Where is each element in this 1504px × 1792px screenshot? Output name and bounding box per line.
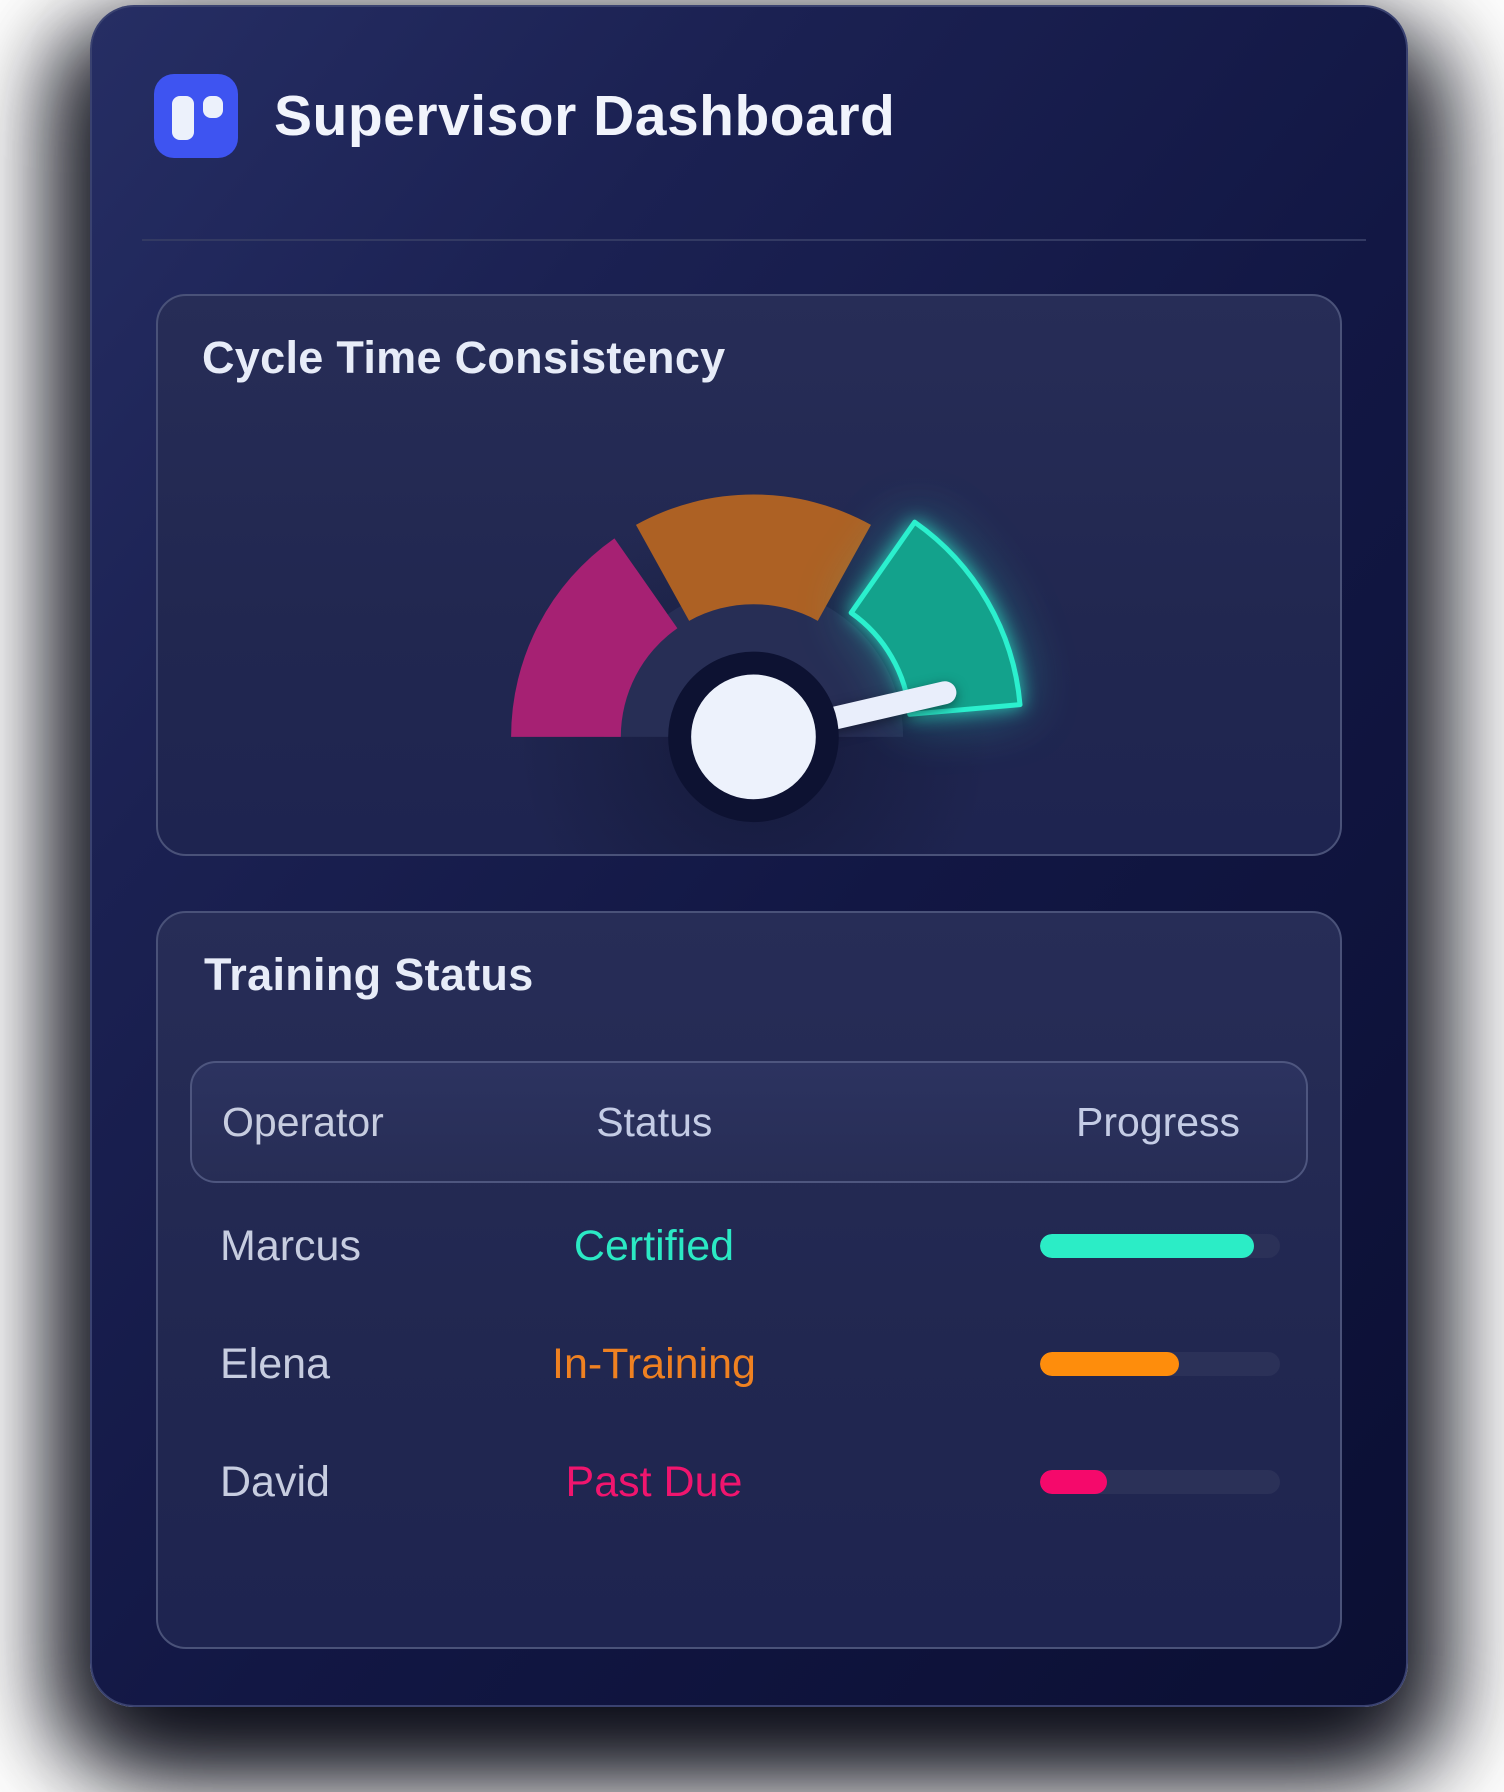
kanban-card-icon <box>202 95 223 118</box>
training-status-card-title: Training Status <box>204 949 534 1000</box>
header-divider <box>142 239 1366 241</box>
table-row[interactable]: Elena In-Training <box>190 1305 1308 1423</box>
operator-label: Elena <box>220 1339 330 1388</box>
status-label: Past Due <box>565 1457 743 1506</box>
column-header-operator: Operator <box>222 1098 384 1145</box>
gauge-segment-zone-low <box>511 538 678 737</box>
progress-track <box>1040 1470 1280 1494</box>
column-header-status: Status <box>596 1098 713 1145</box>
progress-track <box>1040 1352 1280 1376</box>
status-label: In-Training <box>552 1339 756 1388</box>
progress-bar-fill <box>1040 1352 1180 1376</box>
progress-bar-fill <box>1040 1470 1108 1494</box>
progress-track <box>1040 1234 1280 1258</box>
table-body: Marcus Certified Elena In-Training David… <box>190 1187 1308 1541</box>
operator-label: David <box>220 1457 330 1506</box>
gauge-hub <box>668 651 839 823</box>
table-row[interactable]: Marcus Certified <box>190 1187 1308 1305</box>
training-status-card: Training Status Operator Status Progress… <box>156 911 1342 1649</box>
gauge-segment-zone-mid <box>635 494 871 621</box>
gauge-segment-zone-high <box>848 519 1023 717</box>
kanban-board-icon <box>172 95 195 140</box>
column-header-progress: Progress <box>1075 1098 1241 1145</box>
dashboard-window: Supervisor Dashboard Cycle Time Consiste… <box>90 5 1408 1707</box>
cycle-time-gauge <box>511 494 1023 823</box>
operator-label: Marcus <box>220 1221 361 1270</box>
cycle-time-card: Cycle Time Consistency <box>156 294 1342 856</box>
table-header-row: Operator Status Progress <box>190 1061 1308 1183</box>
table-row[interactable]: David Past Due <box>190 1423 1308 1541</box>
status-label: Certified <box>573 1221 735 1270</box>
app-header: Supervisor Dashboard <box>92 7 1406 158</box>
page-title: Supervisor Dashboard <box>274 84 896 148</box>
app-logo <box>154 74 238 158</box>
progress-bar-fill <box>1040 1234 1254 1258</box>
